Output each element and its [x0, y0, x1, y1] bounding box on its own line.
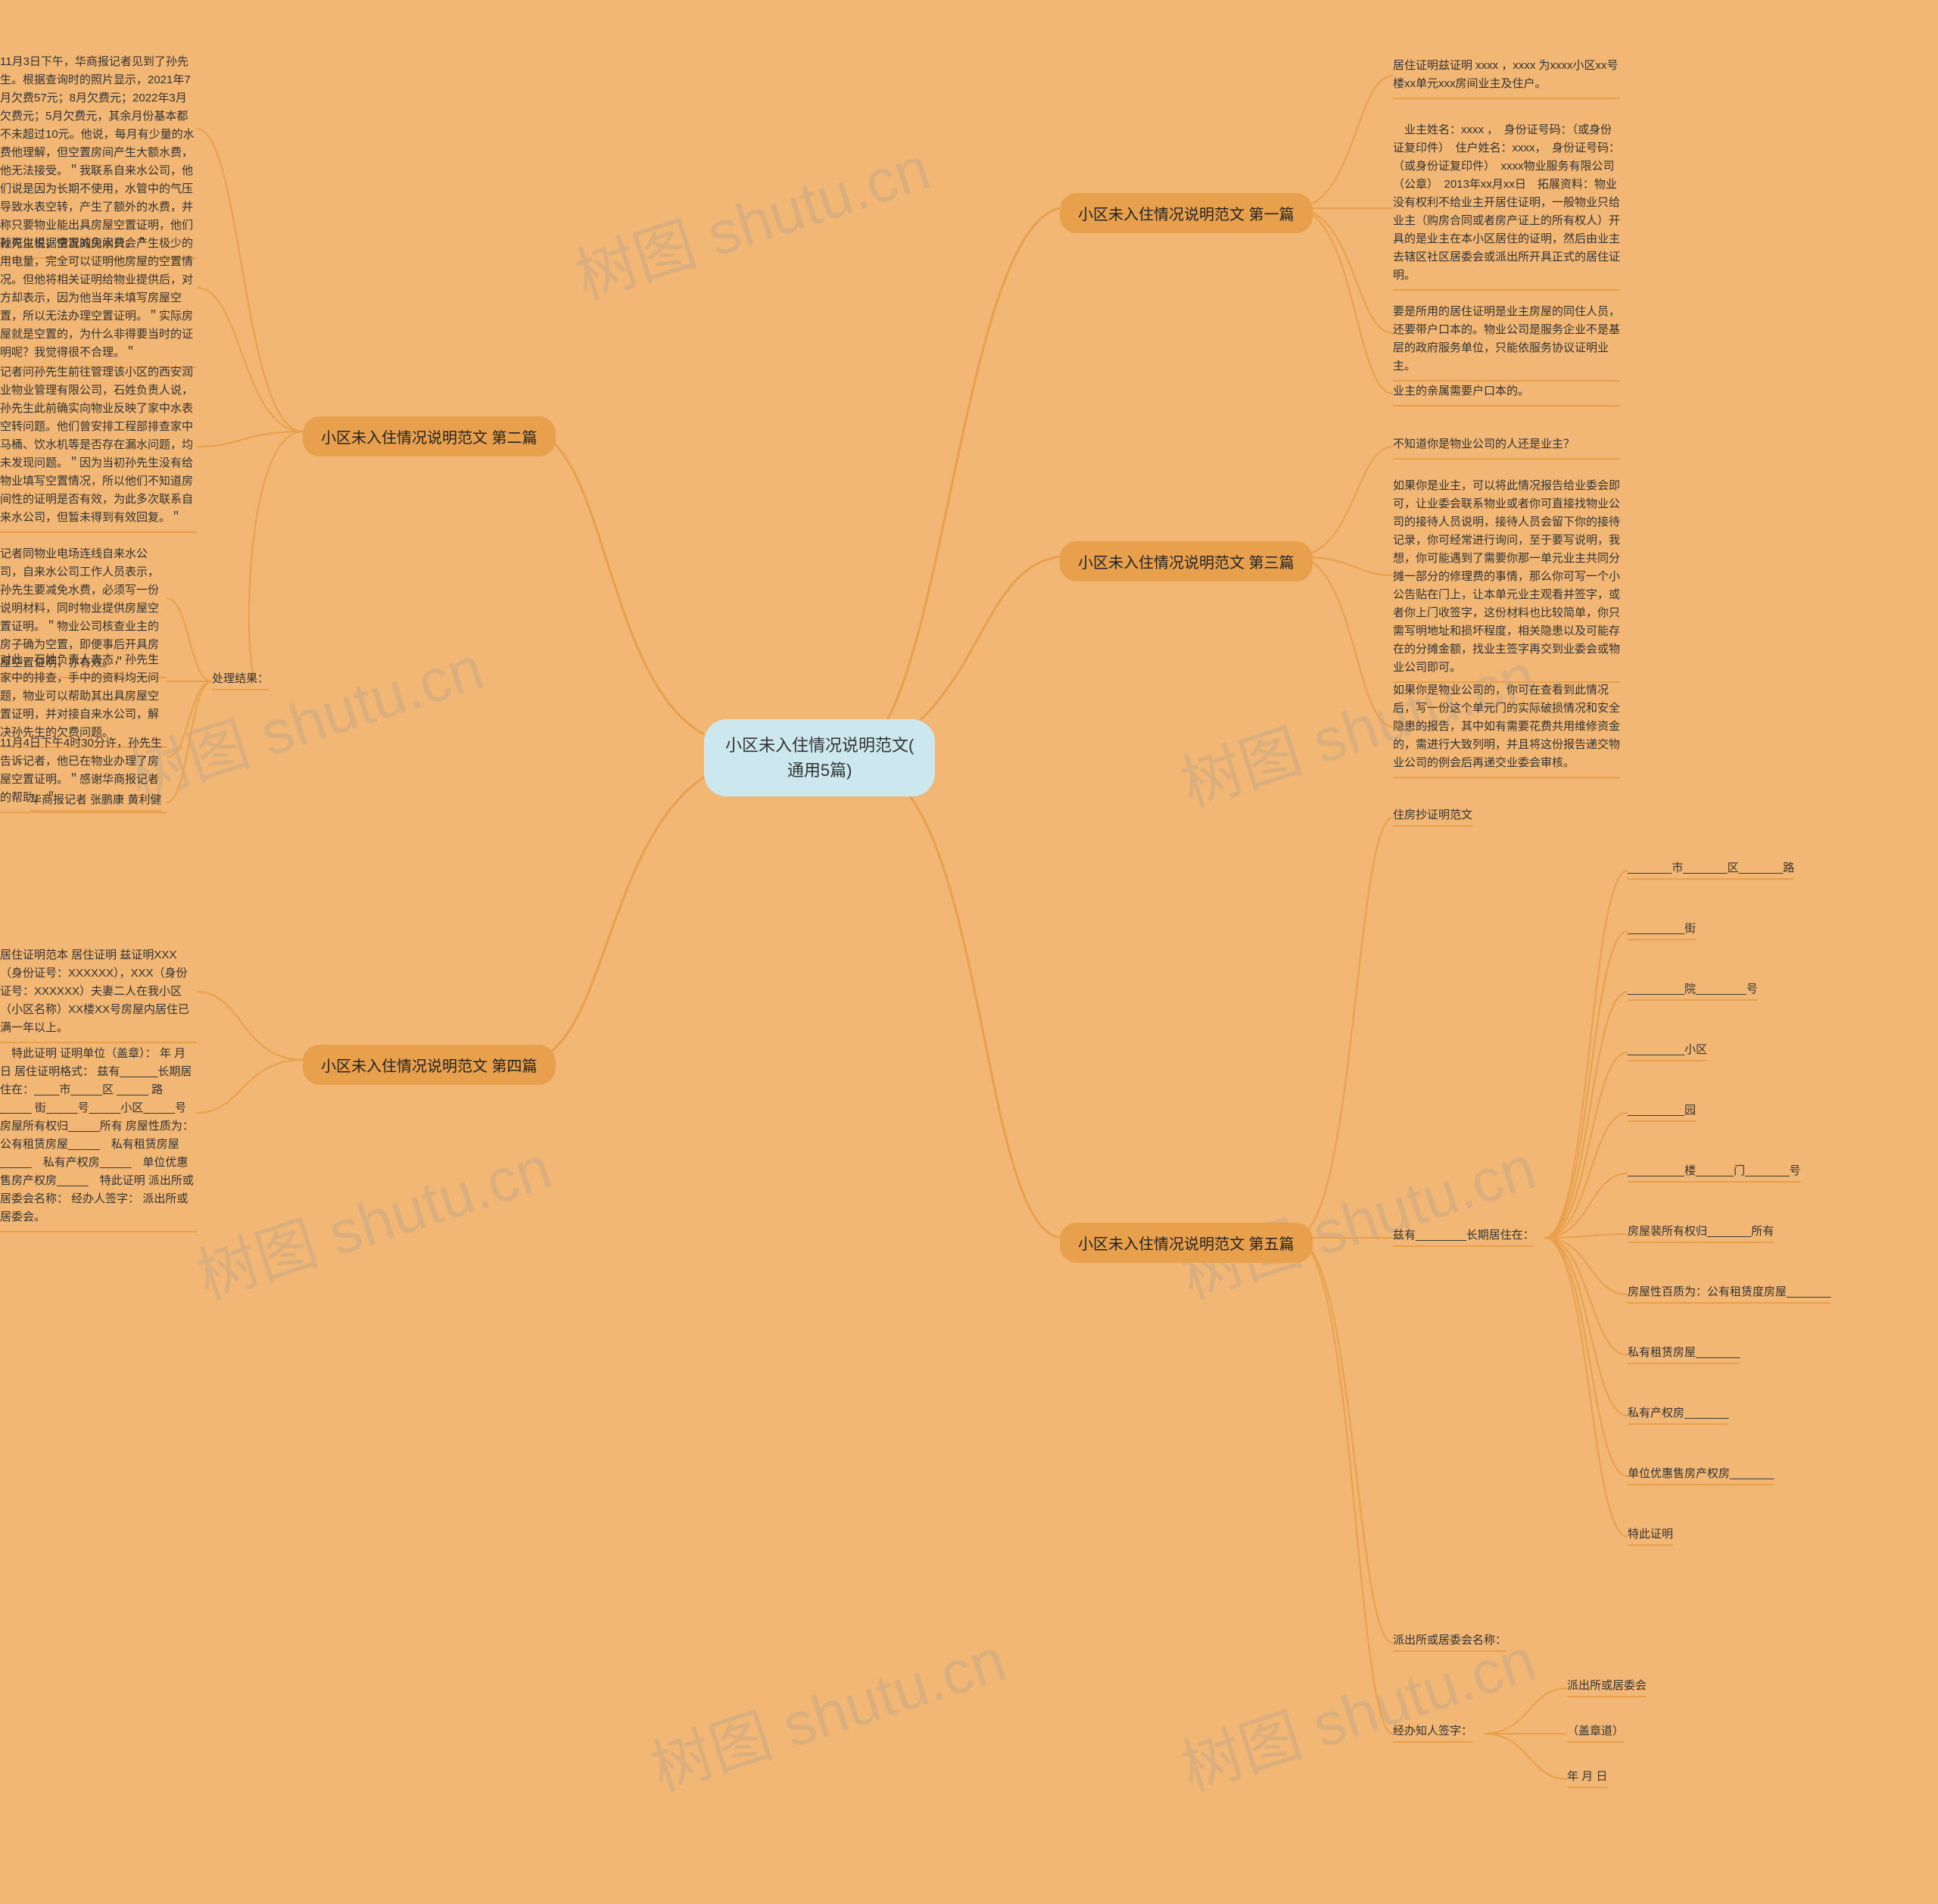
leaf-b5-8: 房屋裴所有权归_______所有 — [1628, 1223, 1774, 1243]
leaf-b5-7: _________楼______门_______号 — [1628, 1162, 1801, 1183]
branch-5[interactable]: 小区未入住情况说明范文 第五篇 — [1060, 1223, 1313, 1263]
branch-3[interactable]: 小区未入住情况说明范文 第三篇 — [1060, 541, 1313, 581]
leaf-b5-13: 特此证明 — [1628, 1525, 1673, 1546]
leaf-b3-2: 如果你是业主，可以将此情况报告给业委会即可，让业委会联系物业或者你可直接找物业公… — [1393, 477, 1620, 683]
watermark: 树图 shutu.cn — [563, 120, 939, 316]
leaf-b1-3: 要是所用的居住证明是业主房屋的同住人员，还要带户口本的。物业公司是服务企业不是基… — [1393, 303, 1620, 382]
center-title-1: 小区未入住情况说明范文( — [725, 736, 914, 755]
center-node: 小区未入住情况说明范文( 通用5篇) — [704, 719, 935, 796]
leaf-b1-4: 业主的亲属需要户口本的。 — [1393, 382, 1620, 407]
leaf-b1-1: 居住证明兹证明 xxxx ，xxxx 为xxxx小区xx号楼xx单元xxx房间业… — [1393, 57, 1620, 99]
leaf-b2-2: 孙先生说，空置的房间只会产生极少的用电量，完全可以证明他房屋的空置情况。但他将相… — [0, 235, 197, 368]
leaf-b4-2: 特此证明 证明单位（盖章）： 年 月 日 居住证明格式： 兹有______长期居… — [0, 1045, 197, 1232]
leaf-b5-6: _________园 — [1628, 1102, 1696, 1122]
leaf-b3-3: 如果你是物业公司的，你可在查看到此情况后，写一份这个单元门的实际破损情况和安全隐… — [1393, 681, 1620, 778]
leaf-b5-9: 房屋性百质为：公有租赁度房屋_______ — [1628, 1283, 1831, 1304]
leaf-b5-15c: 年 月 日 — [1567, 1768, 1607, 1788]
leaf-b5-15b: （盖章道） — [1567, 1722, 1624, 1743]
leaf-b3-1: 不知道你是物业公司的人还是业主？ — [1393, 435, 1620, 460]
leaf-b5-1: 住房抄证明范文 — [1393, 806, 1472, 827]
leaf-b5-3: _________街 — [1628, 920, 1696, 940]
leaf-b2-result: 处理结果： — [212, 670, 269, 690]
branch-1[interactable]: 小区未入住情况说明范文 第一篇 — [1060, 193, 1313, 233]
watermark: 树图 shutu.cn — [639, 1611, 1015, 1808]
leaf-b2-1: 11月3日下午，华商报记者见到了孙先生。根据查询时的照片显示，2021年7月欠费… — [0, 53, 197, 259]
leaf-b5-15parent: 经办知人签字： — [1393, 1722, 1472, 1743]
leaf-b5-5: _________小区 — [1628, 1041, 1707, 1061]
leaf-b5-12: 单位优惠售房产权房_______ — [1628, 1465, 1774, 1485]
center-title-2: 通用5篇) — [787, 761, 852, 780]
watermark: 树图 shutu.cn — [1169, 1119, 1545, 1316]
leaf-b5-15a: 派出所或居委会 — [1567, 1677, 1647, 1697]
leaf-b5-4: _________院________号 — [1628, 980, 1758, 1001]
branch-4[interactable]: 小区未入住情况说明范文 第四篇 — [303, 1045, 556, 1085]
leaf-b2-5: 对此，石姓负责人表态，孙先生家中的排查，手中的资料均无问题，物业可以帮助其出具房… — [0, 651, 167, 748]
leaf-b5-2: _______市_______区_______路 — [1628, 859, 1794, 880]
leaf-b5-parent: 兹有________长期居住在： — [1393, 1226, 1535, 1247]
watermark: 树图 shutu.cn — [185, 1119, 561, 1316]
leaf-b1-2: 业主姓名：xxxx ， 身份证号码：（或身份证复印件） 住户姓名：xxxx， 身… — [1393, 121, 1620, 291]
leaf-b5-11: 私有产权房_______ — [1628, 1404, 1728, 1425]
connectors — [0, 0, 1938, 1904]
leaf-b2-3: 记者问孙先生前往管理该小区的西安润业物业管理有限公司，石姓负责人说，孙先生此前确… — [0, 363, 197, 533]
branch-2[interactable]: 小区未入住情况说明范文 第二篇 — [303, 416, 556, 457]
watermark: 树图 shutu.cn — [117, 619, 493, 816]
leaf-b5-14: 派出所或居委会名称： — [1393, 1631, 1506, 1652]
leaf-b5-10: 私有租赁房屋_______ — [1628, 1344, 1740, 1364]
leaf-b2-7: 华商报记者 张鹏康 黄利健 — [30, 791, 161, 812]
leaf-b4-1: 居住证明范本 居住证明 兹证明XXX（身份证号：XXXXXX），XXX（身份证号… — [0, 946, 197, 1043]
